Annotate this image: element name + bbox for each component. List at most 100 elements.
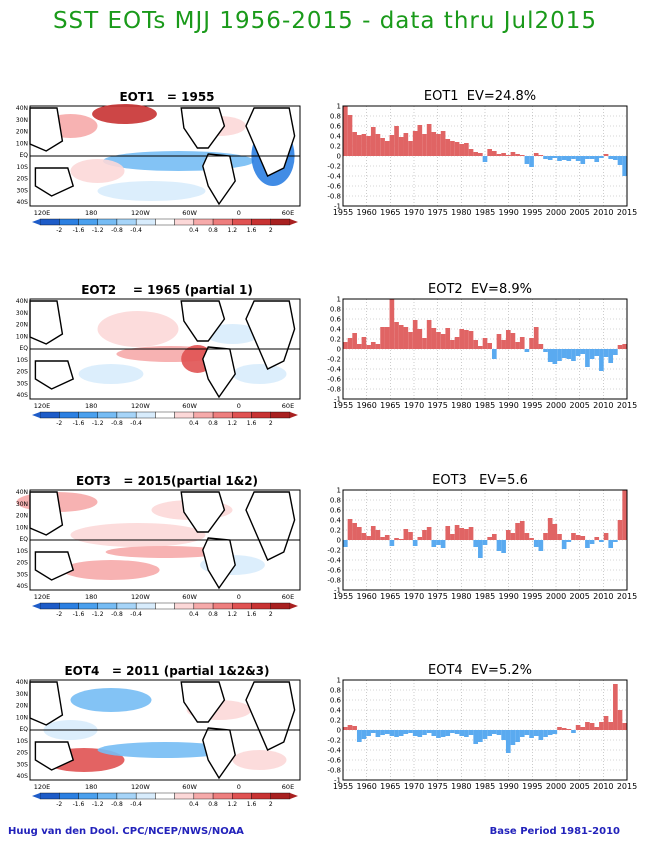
y-tick-label: -1	[334, 203, 341, 211]
x-tick-label: 1965	[380, 782, 400, 791]
bar	[440, 131, 446, 156]
lon-label: 0	[237, 209, 241, 217]
bar	[552, 156, 558, 158]
colorbar-swatch	[78, 218, 98, 226]
bar	[543, 349, 548, 352]
bar	[561, 349, 567, 358]
colorbar-label: -1.6	[73, 611, 85, 618]
colorbar-label: 2	[269, 801, 273, 808]
bar	[501, 153, 506, 156]
continent-outline	[245, 107, 296, 177]
bar	[603, 349, 609, 357]
bar	[599, 722, 604, 730]
continent-outline	[245, 300, 296, 370]
page-title: SST EOTs MJJ 1956-2015 - data thru Jul20…	[52, 8, 598, 34]
bar	[343, 727, 348, 730]
lon-label: 60W	[182, 402, 197, 410]
colorbar-label: 1.6	[247, 420, 257, 427]
bar	[482, 156, 488, 162]
anomaly-region	[232, 750, 287, 770]
bar	[594, 727, 600, 730]
lon-label: 120W	[131, 593, 150, 601]
colorbar-swatch	[97, 602, 118, 610]
y-tick-label: -0.6	[327, 567, 341, 575]
y-tick-label: 0.8	[330, 306, 341, 314]
bar	[589, 349, 595, 359]
bar	[389, 135, 395, 156]
lat-label: EQ	[19, 152, 28, 159]
y-tick-label: 1	[337, 296, 341, 304]
colorbar-swatch	[270, 218, 291, 226]
bar	[608, 349, 614, 363]
colorbar-swatch	[193, 218, 214, 226]
bar	[585, 349, 590, 367]
x-tick-label: 1990	[498, 208, 518, 217]
bar	[459, 528, 465, 540]
colorbar-swatch	[193, 602, 214, 610]
anomaly-region	[205, 324, 260, 344]
bar	[617, 710, 623, 730]
bar	[473, 152, 479, 156]
colorbar-swatch	[97, 411, 118, 419]
x-tick-label: 1955	[333, 401, 353, 410]
colorbar-swatch	[39, 792, 60, 800]
y-tick-label: 1	[337, 487, 341, 495]
lat-label: 10S	[17, 164, 29, 171]
bar	[566, 156, 572, 161]
bar	[459, 144, 465, 156]
bar	[585, 722, 590, 730]
bar	[408, 141, 413, 156]
lat-label: 20S	[17, 560, 29, 567]
x-tick-label: 2005	[569, 401, 589, 410]
colorbar-label: 1.6	[247, 611, 257, 618]
x-tick-label: 2010	[593, 782, 613, 791]
y-tick-label: -0.6	[327, 376, 341, 384]
bar	[384, 141, 390, 156]
bar	[566, 540, 572, 542]
bar	[473, 340, 479, 349]
colorbar-swatch	[155, 218, 175, 226]
bar	[394, 538, 399, 540]
colorbar-swatch	[135, 411, 156, 419]
y-tick-label: 0.8	[330, 687, 341, 695]
bar	[613, 156, 618, 160]
y-tick-label: -0.8	[327, 767, 341, 775]
x-tick-label: 2000	[546, 401, 566, 410]
map-title: EOT4 = 2011 (partial 1&2&3)	[64, 664, 270, 678]
bar	[473, 540, 479, 547]
colorbar-arrow-left	[32, 603, 40, 609]
bar	[589, 156, 595, 159]
colorbar-label: -2	[56, 420, 62, 427]
bar	[510, 533, 516, 540]
colorbar-label: 0.4	[189, 611, 199, 618]
anomaly-region	[97, 181, 206, 201]
y-tick-label: 0.2	[330, 143, 341, 151]
bar	[524, 730, 530, 735]
bar	[585, 540, 590, 548]
lon-label: 60W	[182, 209, 197, 217]
bar	[585, 156, 590, 159]
bar	[533, 327, 539, 349]
bar	[510, 333, 516, 349]
y-tick-label: 0.6	[330, 123, 342, 131]
x-tick-label: 1995	[522, 208, 542, 217]
bar	[571, 156, 576, 159]
bar	[478, 346, 483, 349]
bar	[366, 136, 371, 156]
lat-label: 10N	[16, 524, 28, 531]
lon-label: 60W	[182, 783, 197, 791]
colorbar-label: 1.2	[228, 801, 238, 808]
lon-label: 0	[237, 593, 241, 601]
bar	[501, 540, 506, 553]
sst-map-panel: 40N 30N 20N 10N EQ 10S 20S 30S 40S 120E 180 120W 60W…	[16, 104, 301, 234]
colorbar-label: -1.6	[73, 227, 85, 234]
bar	[436, 134, 441, 156]
bar	[370, 342, 376, 349]
bar	[524, 349, 530, 352]
x-tick-label: 2010	[593, 208, 613, 217]
bar	[589, 723, 595, 730]
colorbar-swatch	[193, 792, 214, 800]
bar	[384, 327, 390, 349]
map-title: EOT2 = 1965 (partial 1)	[81, 283, 253, 297]
